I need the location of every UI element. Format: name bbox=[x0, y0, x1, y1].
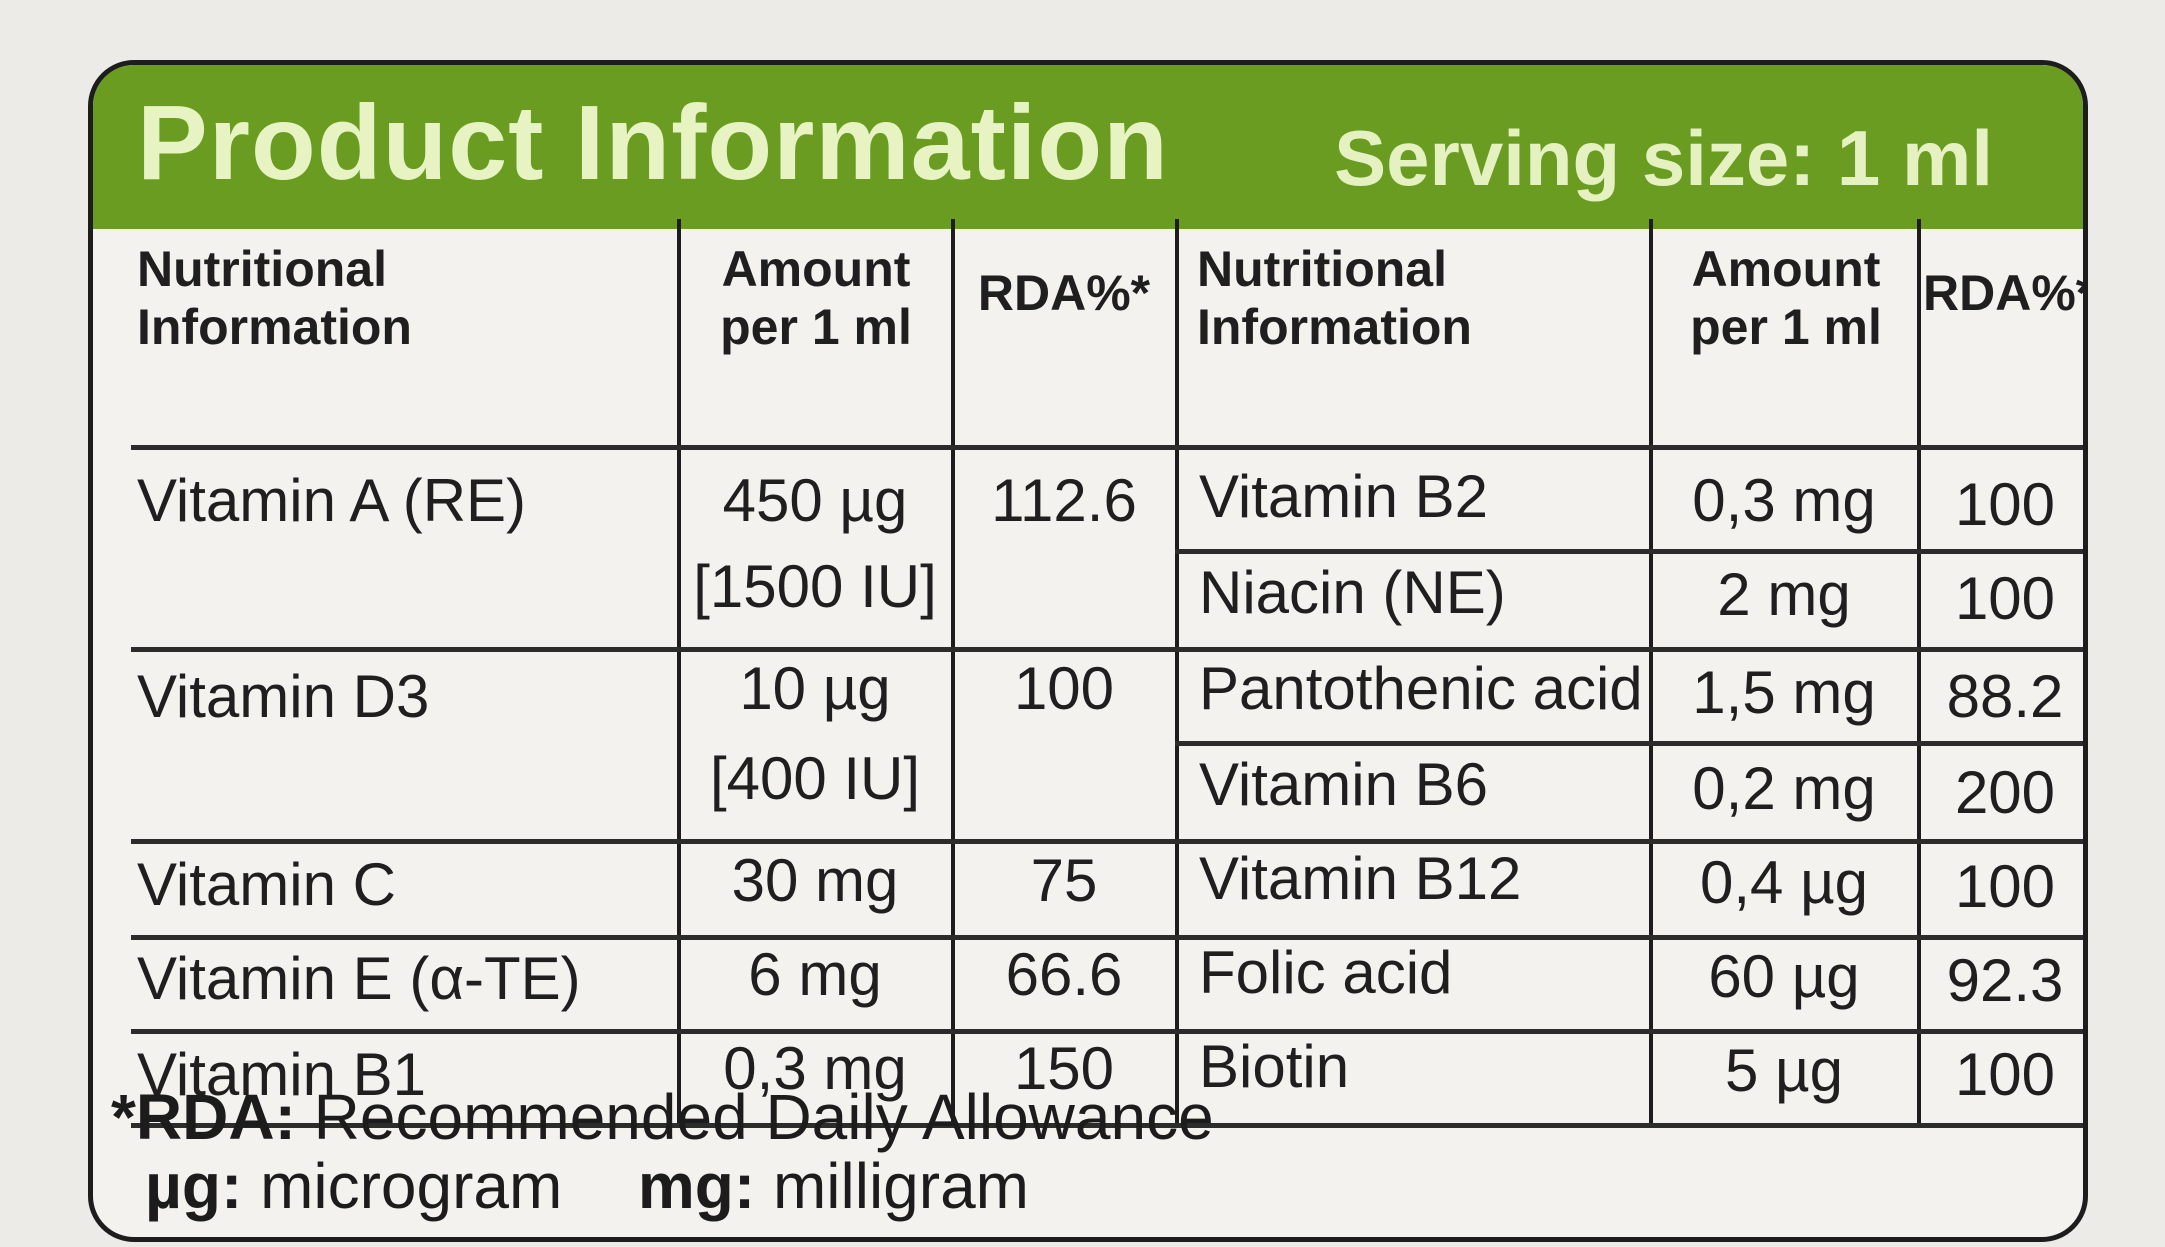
column-divider bbox=[1649, 219, 1653, 1127]
row-divider bbox=[131, 1123, 1175, 1128]
nutrient-rda: 200 bbox=[1954, 759, 2056, 826]
nutrient-rda: 100 bbox=[1954, 565, 2056, 632]
nutrient-amount: 6 mg bbox=[748, 941, 882, 1008]
column-divider bbox=[951, 219, 955, 1127]
product-information-label: Product Information Serving size: 1 ml N… bbox=[88, 60, 2088, 1242]
column-header-amount-right: Amount per 1 ml bbox=[1690, 241, 1882, 355]
nutrient-amount: 30 mg bbox=[731, 847, 899, 914]
nutrient-rda: 88.2 bbox=[1946, 663, 2064, 730]
column-header-rda-right: RDA%* bbox=[1923, 265, 2088, 321]
column-header-nutritional-left: Nutritional Information bbox=[137, 241, 412, 355]
nutrient-name: Vitamin B1 bbox=[137, 1041, 427, 1108]
nutrient-name: Pantothenic acid bbox=[1199, 655, 1643, 722]
column-divider bbox=[1917, 219, 1921, 1127]
nutrient-amount: 1,5 mg bbox=[1692, 659, 1876, 726]
row-divider bbox=[1175, 1029, 2083, 1034]
row-divider bbox=[1175, 1123, 2083, 1128]
nutrition-table: Nutritional Information Amount per 1 ml … bbox=[131, 219, 2088, 1128]
nutrient-amount: 5 µg bbox=[1725, 1037, 1843, 1104]
nutrient-rda: 100 bbox=[1013, 655, 1115, 722]
column-header-nutritional-right: Nutritional Information bbox=[1197, 241, 1472, 355]
row-divider bbox=[1175, 549, 2083, 554]
nutrient-rda: 66.6 bbox=[1005, 941, 1123, 1008]
nutrient-amount: 0,4 µg bbox=[1699, 849, 1869, 916]
row-divider bbox=[131, 647, 1175, 652]
nutrient-amount: 0,3 mg bbox=[1692, 467, 1876, 534]
row-divider bbox=[1175, 445, 2083, 450]
row-divider bbox=[1175, 935, 2083, 940]
column-divider bbox=[1175, 219, 1179, 1127]
milligram-abbreviation: mg: bbox=[637, 1150, 756, 1223]
nutrient-amount: 0,3 mg bbox=[723, 1035, 907, 1102]
nutrient-name: Vitamin B2 bbox=[1199, 463, 1489, 530]
column-header-rda-left: RDA%* bbox=[977, 265, 1151, 321]
nutrient-rda: 92.3 bbox=[1946, 947, 2064, 1014]
nutrient-amount-iu: [1500 IU] bbox=[693, 553, 937, 620]
nutrient-name: Vitamin B12 bbox=[1199, 845, 1522, 912]
column-divider bbox=[677, 219, 681, 1127]
nutrient-name: Vitamin D3 bbox=[137, 663, 430, 730]
nutrient-amount: 10 µg bbox=[739, 655, 891, 722]
microgram-definition: microgram bbox=[260, 1150, 563, 1223]
nutrient-amount: 60 µg bbox=[1708, 943, 1860, 1010]
nutrient-rda: 75 bbox=[1030, 847, 1098, 914]
units-legend-line: µg: microgram mg: milligram bbox=[111, 1152, 1214, 1221]
row-divider bbox=[1175, 741, 2083, 746]
nutrient-name: Vitamin C bbox=[137, 851, 396, 918]
nutrient-rda: 112.6 bbox=[991, 467, 1137, 534]
row-divider bbox=[131, 1029, 1175, 1034]
nutrient-amount: 0,2 mg bbox=[1692, 755, 1876, 822]
nutrient-name: Folic acid bbox=[1199, 939, 1453, 1006]
nutrient-amount-iu: [400 IU] bbox=[709, 745, 921, 812]
row-divider bbox=[1175, 839, 2083, 844]
nutrient-name: Vitamin E (α-TE) bbox=[137, 945, 581, 1012]
nutrient-name: Vitamin B6 bbox=[1199, 751, 1489, 818]
rda-definition: Recommended Daily Allowance bbox=[313, 1081, 1214, 1153]
header-band: Product Information Serving size: 1 ml bbox=[93, 65, 2083, 229]
row-divider bbox=[131, 935, 1175, 940]
nutrient-name: Niacin (NE) bbox=[1199, 559, 1506, 626]
nutrient-name: Vitamin A (RE) bbox=[137, 467, 527, 534]
nutrient-amount: 2 mg bbox=[1717, 561, 1851, 628]
footer-legend: *RDA: Recommended Daily Allowance µg: mi… bbox=[111, 1081, 1214, 1221]
rda-abbreviation: *RDA: bbox=[111, 1081, 296, 1153]
nutrient-rda: 100 bbox=[1954, 853, 2056, 920]
product-information-title: Product Information bbox=[137, 84, 1169, 202]
serving-size: Serving size: 1 ml bbox=[1334, 114, 1993, 202]
row-divider bbox=[131, 445, 1175, 450]
milligram-definition: milligram bbox=[772, 1150, 1029, 1223]
nutrient-rda: 150 bbox=[1013, 1035, 1115, 1102]
nutrient-name: Biotin bbox=[1199, 1033, 1350, 1100]
row-divider bbox=[1175, 647, 2083, 652]
microgram-abbreviation: µg: bbox=[145, 1150, 243, 1223]
rda-legend-line: *RDA: Recommended Daily Allowance bbox=[111, 1081, 1214, 1153]
nutrient-rda: 100 bbox=[1954, 1041, 2056, 1108]
nutrient-rda: 100 bbox=[1954, 471, 2056, 538]
column-header-amount-left: Amount per 1 ml bbox=[720, 241, 912, 355]
row-divider bbox=[131, 839, 1175, 844]
nutrient-amount: 450 µg bbox=[722, 467, 908, 534]
